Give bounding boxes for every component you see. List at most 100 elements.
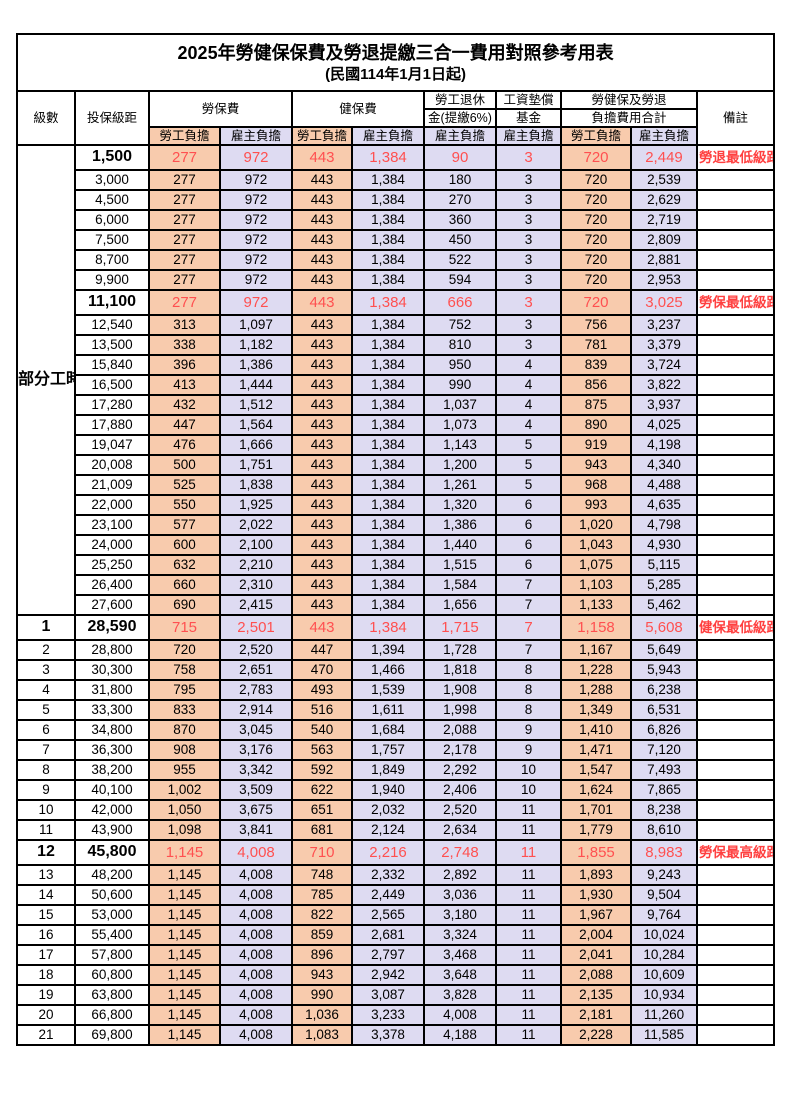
cell-labor-employer: 3,342 bbox=[219, 758, 293, 781]
cell-bracket: 38,200 bbox=[74, 758, 150, 781]
cell-total-employee: 1,547 bbox=[560, 758, 632, 781]
table-row: 12 45,800 1,145 4,008 710 2,216 2,748 11 1,855 8,… bbox=[16, 838, 776, 866]
cell-labor-employer: 972 bbox=[219, 208, 293, 231]
cell-remark: 勞保最低級距 bbox=[695, 288, 776, 316]
cell-wage-fund-employer: 11 bbox=[495, 1023, 562, 1046]
cell-wage-fund-employer: 3 bbox=[495, 143, 562, 171]
cell-wage-fund-employer: 6 bbox=[495, 533, 562, 556]
cell-labor-employer: 1,751 bbox=[219, 453, 293, 476]
cell-health-employer: 2,032 bbox=[351, 798, 425, 821]
cell-total-employer: 5,943 bbox=[630, 658, 698, 681]
cell-total-employer: 5,115 bbox=[630, 553, 698, 576]
table-row: 12,540 313 1,097 443 1,384 752 3 756 3,237 bbox=[17, 313, 776, 336]
cell-remark bbox=[695, 413, 776, 436]
cell-wage-fund-employer: 11 bbox=[495, 818, 562, 841]
cell-health-employer: 1,384 bbox=[351, 268, 425, 291]
cell-health-employee: 443 bbox=[291, 208, 353, 231]
cell-health-employee: 443 bbox=[291, 288, 353, 316]
cell-total-employer: 8,610 bbox=[630, 818, 698, 841]
cell-health-employee: 443 bbox=[291, 533, 353, 556]
header-level: 級數 bbox=[16, 89, 76, 146]
table-row: 26,400 660 2,310 443 1,384 1,584 7 1,103 5,285 bbox=[17, 573, 776, 596]
cell-health-employer: 1,384 bbox=[351, 553, 425, 576]
cell-bracket: 9,900 bbox=[74, 268, 150, 291]
cell-pension-employer: 1,440 bbox=[423, 533, 497, 556]
cell-level: 16 bbox=[16, 923, 76, 946]
cell-remark bbox=[695, 883, 776, 906]
cell-total-employer: 4,635 bbox=[630, 493, 698, 516]
cell-total-employer: 2,629 bbox=[630, 188, 698, 211]
table-row: 11,100 277 972 443 1,384 666 3 720 3,025 勞保最低級距 bbox=[17, 288, 776, 316]
cell-labor-employer: 4,008 bbox=[219, 923, 293, 946]
cell-labor-employer: 2,914 bbox=[219, 698, 293, 721]
cell-labor-employer: 4,008 bbox=[219, 883, 293, 906]
cell-labor-employee: 277 bbox=[148, 143, 221, 171]
cell-pension-employer: 810 bbox=[423, 333, 497, 356]
subheader-labor-employer: 雇主負擔 bbox=[219, 125, 293, 146]
cell-bracket: 23,100 bbox=[74, 513, 150, 536]
cell-health-employer: 2,565 bbox=[351, 903, 425, 926]
header-row-1: 級數 投保級距 勞保費 健保費 勞工退休 工資墊償 勞健保及勞退 備註 bbox=[16, 89, 776, 146]
table-row: 4 31,800 795 2,783 493 1,539 1,908 8 1,288 6,238 bbox=[16, 678, 776, 701]
cell-total-employer: 4,025 bbox=[630, 413, 698, 436]
cell-total-employer: 6,238 bbox=[630, 678, 698, 701]
cell-wage-fund-employer: 3 bbox=[495, 248, 562, 271]
cell-remark bbox=[695, 228, 776, 251]
cell-wage-fund-employer: 3 bbox=[495, 208, 562, 231]
cell-pension-employer: 1,037 bbox=[423, 393, 497, 416]
cell-bracket: 60,800 bbox=[74, 963, 150, 986]
cell-labor-employee: 1,002 bbox=[148, 778, 221, 801]
cell-health-employer: 3,233 bbox=[351, 1003, 425, 1026]
cell-labor-employer: 1,444 bbox=[219, 373, 293, 396]
table-row: 8 38,200 955 3,342 592 1,849 2,292 10 1,547 7,493 bbox=[16, 758, 776, 781]
cell-health-employee: 443 bbox=[291, 433, 353, 456]
cell-health-employee: 443 bbox=[291, 613, 353, 641]
cell-wage-fund-employer: 3 bbox=[495, 288, 562, 316]
cell-remark bbox=[695, 473, 776, 496]
cell-pension-employer: 2,748 bbox=[423, 838, 497, 866]
cell-labor-employer: 2,022 bbox=[219, 513, 293, 536]
cell-bracket: 48,200 bbox=[74, 863, 150, 886]
cell-health-employer: 1,384 bbox=[351, 453, 425, 476]
cell-bracket: 7,500 bbox=[74, 228, 150, 251]
cell-total-employer: 5,608 bbox=[630, 613, 698, 641]
cell-total-employee: 919 bbox=[560, 433, 632, 456]
cell-total-employer: 11,260 bbox=[630, 1003, 698, 1026]
cell-health-employee: 622 bbox=[291, 778, 353, 801]
cell-wage-fund-employer: 11 bbox=[495, 798, 562, 821]
cell-labor-employer: 3,509 bbox=[219, 778, 293, 801]
cell-total-employee: 720 bbox=[560, 268, 632, 291]
cell-health-employee: 748 bbox=[291, 863, 353, 886]
cell-health-employer: 1,940 bbox=[351, 778, 425, 801]
cell-total-employer: 3,937 bbox=[630, 393, 698, 416]
cell-remark bbox=[695, 493, 776, 516]
cell-health-employee: 681 bbox=[291, 818, 353, 841]
table-row: 2 28,800 720 2,520 447 1,394 1,728 7 1,167 5,649 bbox=[16, 638, 776, 661]
cell-labor-employer: 1,182 bbox=[219, 333, 293, 356]
cell-labor-employee: 447 bbox=[148, 413, 221, 436]
cell-total-employee: 2,181 bbox=[560, 1003, 632, 1026]
cell-wage-fund-employer: 3 bbox=[495, 333, 562, 356]
table-row: 19,047 476 1,666 443 1,384 1,143 5 919 4,198 bbox=[17, 433, 776, 456]
cell-total-employee: 839 bbox=[560, 353, 632, 376]
cell-labor-employee: 600 bbox=[148, 533, 221, 556]
cell-labor-employer: 2,310 bbox=[219, 573, 293, 596]
cell-health-employee: 443 bbox=[291, 333, 353, 356]
cell-labor-employee: 955 bbox=[148, 758, 221, 781]
cell-total-employer: 2,719 bbox=[630, 208, 698, 231]
cell-total-employer: 4,930 bbox=[630, 533, 698, 556]
cell-level: 14 bbox=[16, 883, 76, 906]
cell-total-employee: 1,167 bbox=[560, 638, 632, 661]
cell-remark: 勞退最低級距 bbox=[695, 143, 776, 171]
cell-level: 17 bbox=[16, 943, 76, 966]
table-row: 10 42,000 1,050 3,675 651 2,032 2,520 11 1,701 8,… bbox=[16, 798, 776, 821]
cell-level: 18 bbox=[16, 963, 76, 986]
cell-total-employee: 1,043 bbox=[560, 533, 632, 556]
cell-pension-employer: 1,261 bbox=[423, 473, 497, 496]
cell-total-employer: 3,025 bbox=[630, 288, 698, 316]
cell-bracket: 11,100 bbox=[74, 288, 150, 316]
cell-labor-employee: 338 bbox=[148, 333, 221, 356]
cell-health-employee: 896 bbox=[291, 943, 353, 966]
cell-total-employer: 2,539 bbox=[630, 168, 698, 191]
cell-level: 12 bbox=[16, 838, 76, 866]
